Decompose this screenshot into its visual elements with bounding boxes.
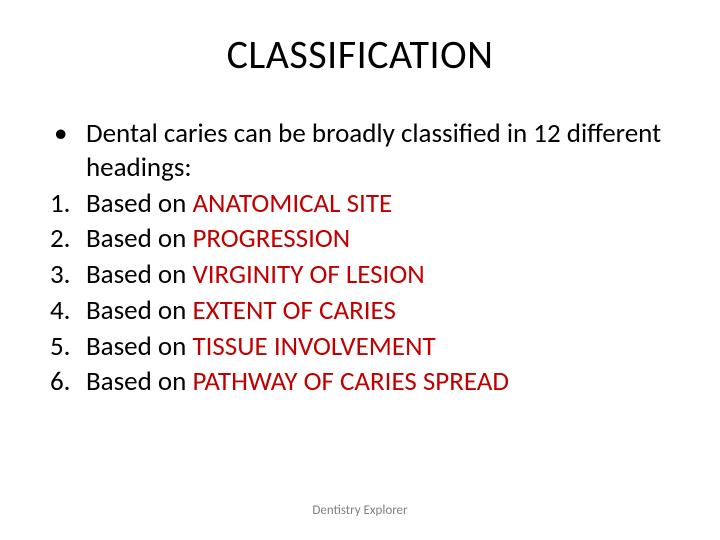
item-emphasis: PATHWAY OF CARIES SPREAD — [192, 365, 509, 398]
item-number: 6. — [48, 365, 86, 399]
item-text: Based on EXTENT OF CARIES — [86, 294, 672, 328]
item-emphasis: EXTENT OF CARIES — [192, 294, 395, 327]
list-item: 6. Based on PATHWAY OF CARIES SPREAD — [48, 365, 672, 399]
item-text: Based on VIRGINITY OF LESION — [86, 258, 672, 292]
item-text: Based on PROGRESSION — [86, 222, 672, 256]
item-number: 4. — [48, 294, 86, 328]
item-number: 2. — [48, 222, 86, 256]
intro-bullet: • Dental caries can be broadly classifie… — [48, 117, 672, 185]
slide-container: CLASSIFICATION • Dental caries can be br… — [0, 0, 720, 540]
intro-text: Dental caries can be broadly classified … — [86, 117, 672, 185]
item-number: 1. — [48, 187, 86, 221]
item-emphasis: TISSUE INVOLVEMENT — [192, 330, 435, 363]
item-text: Based on ANATOMICAL SITE — [86, 187, 672, 221]
bullet-marker: • — [48, 117, 86, 185]
list-item: 2. Based on PROGRESSION — [48, 222, 672, 256]
item-text: Based on TISSUE INVOLVEMENT — [86, 330, 672, 364]
list-item: 4. Based on EXTENT OF CARIES — [48, 294, 672, 328]
item-emphasis: VIRGINITY OF LESION — [192, 258, 424, 291]
slide-title: CLASSIFICATION — [48, 30, 672, 79]
list-item: 3. Based on VIRGINITY OF LESION — [48, 258, 672, 292]
item-text: Based on PATHWAY OF CARIES SPREAD — [86, 365, 672, 399]
list-item: 5. Based on TISSUE INVOLVEMENT — [48, 330, 672, 364]
item-number: 5. — [48, 330, 86, 364]
item-number: 3. — [48, 258, 86, 292]
slide-footer: Dentistry Explorer — [0, 503, 720, 518]
slide-body: • Dental caries can be broadly classifie… — [48, 117, 672, 399]
item-emphasis: ANATOMICAL SITE — [192, 187, 392, 220]
list-item: 1. Based on ANATOMICAL SITE — [48, 187, 672, 221]
item-emphasis: PROGRESSION — [192, 222, 350, 255]
